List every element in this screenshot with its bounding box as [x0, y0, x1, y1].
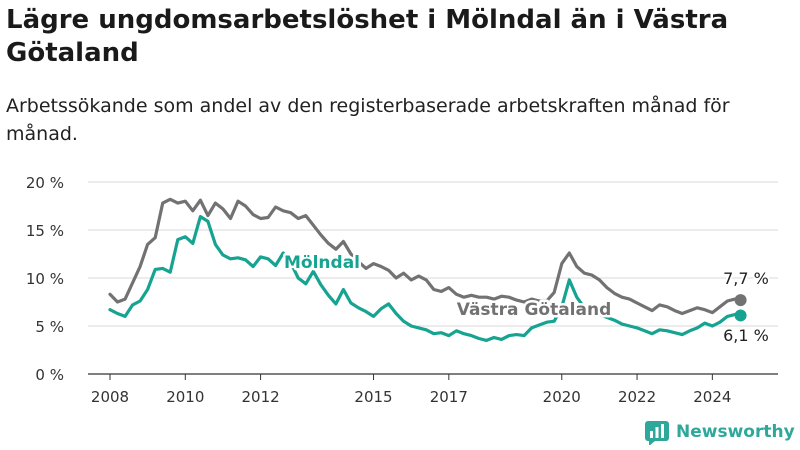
brand-name: Newsworthy — [676, 422, 795, 442]
newsworthy-logo: Newsworthy — [644, 419, 795, 445]
x-tick-label: 2022 — [618, 388, 656, 406]
x-tick-label: 2012 — [241, 388, 279, 406]
grid-layer — [88, 181, 778, 375]
series-layer — [108, 197, 747, 342]
series-label-molndal: Mölndal — [284, 253, 360, 273]
x-tick-label: 2010 — [166, 388, 204, 406]
y-axis: 0 % 5 % 10 % 15 % 20 % — [26, 174, 64, 384]
x-tick-label: 2015 — [354, 388, 392, 406]
series-line-vastra — [108, 197, 743, 316]
y-tick-label: 10 % — [26, 270, 64, 288]
y-tick-label: 20 % — [26, 174, 64, 192]
end-point-molndal — [734, 309, 747, 322]
x-tick-label: 2008 — [91, 388, 129, 406]
y-tick-label: 0 % — [35, 366, 64, 384]
x-axis: 2008 2010 2012 2015 2017 2020 2022 2024 — [91, 374, 731, 406]
series-line-molndal — [108, 215, 743, 342]
y-tick-label: 5 % — [35, 318, 64, 336]
chart-subtitle: Arbetssökande som andel av den registerb… — [6, 95, 730, 145]
series-label-vastra: Västra Götaland — [457, 300, 612, 320]
x-tick-label: 2024 — [693, 388, 731, 406]
end-point-vastra — [734, 294, 747, 307]
end-value-label-molndal: 6,1 % — [723, 326, 769, 345]
end-value-label-vastra: 7,7 % — [723, 269, 769, 288]
newsworthy-logo-icon — [645, 421, 669, 445]
x-tick-label: 2017 — [430, 388, 468, 406]
chart-title: Lägre ungdomsarbetslöshet i Mölndal än i… — [6, 5, 729, 68]
label-layer: Mölndal Västra Götaland 7,7 % 6,1 % — [282, 251, 771, 348]
x-tick-label: 2020 — [543, 388, 581, 406]
y-tick-label: 15 % — [26, 222, 64, 240]
